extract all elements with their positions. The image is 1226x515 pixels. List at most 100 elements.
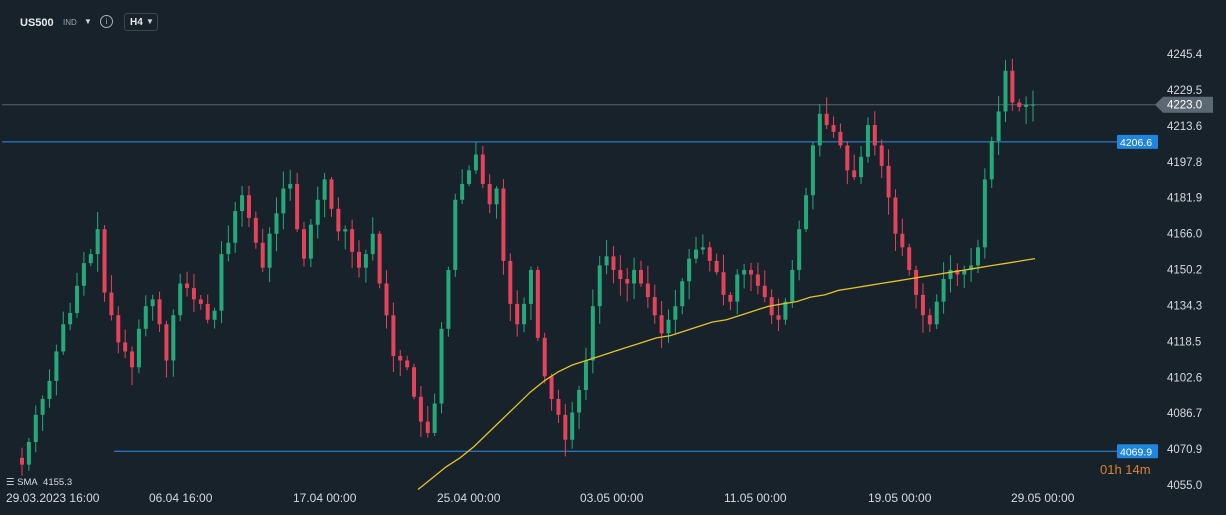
candle-body <box>253 217 258 243</box>
timeframe-selector[interactable]: H4 ▼ <box>124 13 158 31</box>
candle-body <box>480 154 485 184</box>
candle-body <box>666 319 671 334</box>
candle-body <box>412 367 417 397</box>
y-tick-label: 4197.8 <box>1167 157 1202 169</box>
candle-body <box>1031 104 1035 106</box>
candle-body <box>274 213 279 234</box>
candle-body <box>281 188 286 214</box>
candle-body <box>329 179 334 209</box>
candle-body <box>714 260 719 273</box>
candle-body <box>40 398 45 415</box>
x-tick-label: 29.03.2023 16:00 <box>6 491 100 505</box>
candle-body <box>886 165 891 198</box>
y-tick-label: 4070.9 <box>1167 444 1202 456</box>
y-tick-label: 4213.6 <box>1167 121 1202 133</box>
candle-body <box>322 179 327 200</box>
candle-body <box>549 376 554 399</box>
candle-body <box>948 269 953 280</box>
candle-body <box>556 398 561 415</box>
candle-body <box>109 292 114 316</box>
candle-body <box>198 299 203 304</box>
candle-body <box>652 297 657 316</box>
candle-body <box>673 306 678 320</box>
x-tick-label: 29.05 00:00 <box>1011 491 1075 505</box>
candle-body <box>240 195 245 212</box>
chart-toolbar: US500 IND ▼ i H4 ▼ <box>0 0 1226 40</box>
symbol-selector[interactable]: US500 <box>20 17 54 29</box>
candle-body <box>260 242 265 268</box>
y-tick-label: 4229.5 <box>1167 85 1202 97</box>
candle-body <box>205 303 210 320</box>
sma-legend[interactable]: ☰ SMA 4155.3 <box>6 477 72 488</box>
candle-body <box>425 421 430 433</box>
candle-body <box>315 199 320 225</box>
candle-body <box>797 229 802 270</box>
caret-down-icon[interactable]: ▼ <box>84 17 92 26</box>
candle-body <box>810 145 815 196</box>
candle-body <box>68 312 73 325</box>
candle-body <box>762 285 767 298</box>
candle-body <box>508 260 513 304</box>
candle-body <box>872 125 877 146</box>
sma-line <box>417 257 1036 491</box>
candle-body <box>164 324 169 361</box>
y-tick-label: 4055.0 <box>1167 480 1202 492</box>
info-icon[interactable]: i <box>100 15 113 28</box>
candle-body <box>659 315 664 334</box>
candle-body <box>707 247 712 261</box>
candle-body <box>941 279 946 302</box>
y-tick-label: 4102.6 <box>1167 372 1202 384</box>
level-badge-label: 4069.9 <box>1120 446 1152 458</box>
candle-body <box>982 179 987 248</box>
candle-body <box>859 156 864 178</box>
candle-body <box>384 283 389 316</box>
candle-body <box>473 154 478 171</box>
chevron-down-icon: ▼ <box>146 17 154 26</box>
candle-body <box>817 113 822 146</box>
level-badge <box>1117 444 1158 459</box>
candle-body <box>88 254 93 264</box>
x-tick-label: 06.04 16:00 <box>149 491 213 505</box>
candle-body <box>680 281 685 307</box>
candle-body <box>20 457 24 465</box>
candle-body <box>501 188 506 261</box>
candle-body <box>61 324 66 352</box>
candle-body <box>102 229 107 293</box>
timeframe-label: H4 <box>130 17 143 28</box>
candle-body <box>288 183 293 189</box>
instrument-type-label: IND <box>63 18 77 27</box>
candle-body <box>742 269 747 275</box>
x-tick-label: 11.05 00:00 <box>724 491 787 505</box>
candle-body <box>969 265 974 270</box>
candle-body <box>879 145 884 166</box>
candle-countdown: 01h 14m <box>1100 462 1151 477</box>
candle-body <box>728 294 733 302</box>
candle-body <box>749 269 754 275</box>
candle-body <box>405 360 410 368</box>
candle-body <box>178 283 183 316</box>
candle-body <box>962 269 967 275</box>
candle-body <box>955 269 960 275</box>
candle-body <box>989 140 994 180</box>
candle-body <box>845 145 850 171</box>
y-tick-label: 4245.4 <box>1167 49 1203 61</box>
candle-body <box>975 247 980 266</box>
candle-body <box>914 269 919 295</box>
candle-body <box>535 269 540 338</box>
candle-body <box>81 263 86 286</box>
candle-body <box>150 299 155 307</box>
candle-body <box>295 183 300 230</box>
candle-body <box>467 170 472 184</box>
candle-body <box>357 251 361 268</box>
candle-body <box>900 233 905 248</box>
candle-body <box>246 195 251 218</box>
candle-body <box>398 355 403 361</box>
candle-body <box>350 229 355 252</box>
candle-body <box>907 247 912 270</box>
candle-body <box>694 249 698 259</box>
candle-body <box>1024 104 1029 107</box>
candle-body <box>824 113 829 126</box>
candle-body <box>804 195 809 230</box>
level-badge <box>1117 134 1158 149</box>
